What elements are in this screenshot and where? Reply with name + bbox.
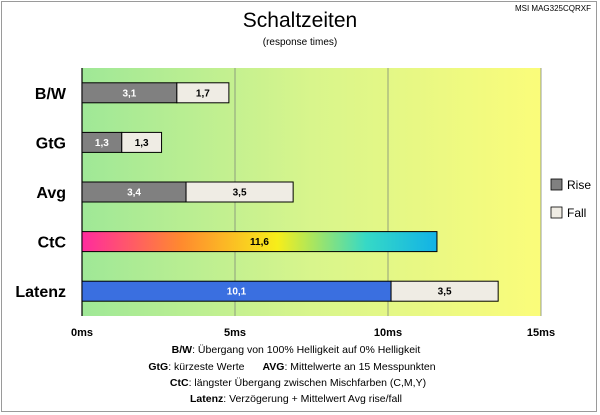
note-gtg-avg: GtG: kürzeste Werte AVG: Mittelwerte an 1…: [148, 361, 435, 373]
bar-value-label: 3,1: [122, 88, 136, 99]
x-tick-label: 15ms: [527, 327, 555, 339]
chart-subtitle: (response times): [263, 37, 337, 48]
note-latenz: Latenz: Verzögerung + Mittelwert Avg ris…: [190, 393, 402, 405]
legend-label-fall: Fall: [567, 206, 586, 220]
bar-value-label: 3,5: [233, 188, 247, 199]
bar-value-label: 1,7: [196, 88, 210, 99]
bar-fall: [176, 82, 230, 104]
monitor-model: MSI MAG325CQRXF: [515, 4, 591, 13]
legend-swatch-rise: [550, 178, 563, 191]
bar-value-label: 3,5: [438, 287, 452, 298]
bar-value-label: 10,1: [227, 287, 247, 298]
category-label: CtC: [38, 235, 67, 252]
bar-ctc: [81, 231, 438, 253]
bar-value-label: 11,6: [250, 237, 269, 248]
category-label: GtG: [36, 135, 66, 152]
bar-fall: [185, 181, 294, 203]
bar-fall: [390, 280, 499, 302]
category-label: B/W: [35, 86, 67, 103]
chart-title: Schaltzeiten: [243, 9, 357, 32]
bars: 3,1 1,7 1,3 1,3 3,4 3,5 11,6 10,1 3,5: [81, 82, 499, 302]
note-ctc: CtC: längster Übergang zwischen Mischfar…: [170, 377, 426, 389]
category-label: Avg: [36, 185, 66, 202]
x-tick-labels: 0ms 5ms 10ms 15ms: [71, 327, 555, 339]
x-tick-label: 10ms: [374, 327, 402, 339]
category-label: Latenz: [15, 284, 66, 301]
notes: B/W: Übergang von 100% Helligkeit auf 0%…: [148, 344, 435, 405]
legend-label-rise: Rise: [567, 178, 591, 192]
x-tick-label: 0ms: [71, 327, 93, 339]
bar-value-label: 1,3: [95, 138, 109, 149]
category-labels: B/W GtG Avg CtC Latenz: [15, 86, 67, 301]
x-tick-label: 5ms: [224, 327, 246, 339]
bar-value-label: 1,3: [135, 138, 149, 149]
bar-value-label: 3,4: [127, 188, 141, 199]
legend-swatch-fall: [550, 206, 563, 219]
legend: Rise Fall: [550, 178, 591, 220]
bar-fall: [121, 131, 163, 153]
note-bw: B/W: Übergang von 100% Helligkeit auf 0%…: [172, 344, 421, 356]
